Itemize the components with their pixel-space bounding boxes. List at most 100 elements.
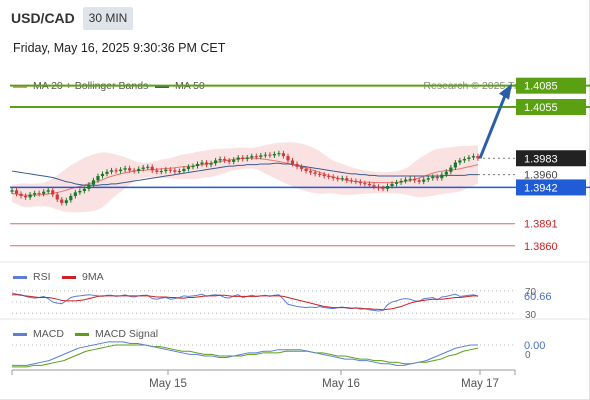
candle-body bbox=[64, 200, 68, 204]
candle-body bbox=[331, 176, 335, 179]
candle-body bbox=[390, 183, 394, 186]
level-badge-1-4055 bbox=[516, 99, 586, 116]
candle-body bbox=[123, 168, 127, 170]
candle-body bbox=[299, 166, 304, 169]
candle-body bbox=[336, 178, 340, 180]
level-badge-1-3983 bbox=[516, 150, 586, 167]
candle-body bbox=[55, 194, 59, 200]
candle-body bbox=[349, 180, 353, 182]
chart-datetime: Friday, May 16, 2025 9:30:36 PM CET bbox=[13, 41, 226, 55]
candle-body bbox=[358, 181, 362, 184]
candle-body bbox=[394, 182, 399, 184]
candle-body bbox=[118, 169, 123, 172]
legend-rsi: RSI bbox=[13, 271, 51, 283]
level-label-1-3960: 1.3960 bbox=[524, 170, 558, 182]
candle-body bbox=[322, 174, 326, 177]
candle-body bbox=[318, 173, 322, 175]
candle-body bbox=[51, 190, 55, 195]
candle-body bbox=[227, 160, 231, 162]
candle-body bbox=[155, 170, 159, 172]
candle-body bbox=[422, 179, 426, 182]
candle-body bbox=[259, 155, 263, 157]
candle-body bbox=[128, 168, 132, 171]
candle-body bbox=[105, 171, 109, 174]
candle-body bbox=[435, 176, 439, 179]
candle-body bbox=[408, 178, 412, 180]
macd-signal-swatch bbox=[75, 332, 89, 336]
candle-body bbox=[42, 191, 46, 194]
candle-body bbox=[150, 166, 154, 171]
candle-body bbox=[177, 171, 181, 173]
candle-body bbox=[14, 190, 19, 194]
candle-body bbox=[69, 195, 73, 201]
candle-body bbox=[363, 183, 367, 185]
candle-body bbox=[60, 199, 64, 204]
candle-body bbox=[159, 171, 163, 173]
candle-body bbox=[186, 166, 191, 169]
candle-body bbox=[467, 157, 471, 159]
candle-body bbox=[250, 156, 254, 158]
rsi-label-30: 30 bbox=[525, 310, 537, 321]
candle-body bbox=[91, 180, 96, 185]
legend-rsi-ma-label: 9MA bbox=[82, 271, 104, 283]
candle-body bbox=[449, 167, 453, 172]
level-label-1-4055: 1.4055 bbox=[524, 102, 558, 114]
symbol-title: USD/CAD bbox=[11, 10, 75, 26]
macd-zero-label: 0 bbox=[525, 350, 531, 361]
macd-swatch bbox=[13, 332, 27, 336]
forecast-arrow-line bbox=[478, 95, 507, 159]
candle-body bbox=[254, 156, 258, 158]
candle-body bbox=[354, 181, 358, 183]
macd-value-label: 0.00 bbox=[524, 340, 545, 352]
macd-signal-line bbox=[12, 344, 479, 368]
candle-body bbox=[426, 178, 430, 180]
candle-body bbox=[164, 169, 168, 172]
candle-body bbox=[218, 158, 222, 161]
candle-body bbox=[182, 168, 186, 172]
candle-body bbox=[73, 192, 77, 196]
candle-body bbox=[417, 180, 421, 182]
legend-macd-signal: MACD Signal bbox=[75, 328, 158, 340]
legend-rsi-ma: 9MA bbox=[62, 271, 104, 283]
candle-body bbox=[82, 188, 86, 191]
candle-body bbox=[204, 162, 209, 165]
candle-body bbox=[232, 159, 236, 162]
candle-body bbox=[462, 158, 467, 161]
candle-body bbox=[10, 190, 14, 192]
candle-body bbox=[223, 158, 227, 161]
candle-body bbox=[304, 168, 308, 172]
candle-body bbox=[277, 153, 281, 155]
level-badge-1-4085 bbox=[516, 77, 586, 94]
bollinger-band bbox=[12, 142, 478, 213]
candle-body bbox=[191, 166, 195, 168]
rsi-ma-swatch bbox=[62, 275, 76, 279]
candle-body bbox=[385, 186, 390, 189]
macd-line bbox=[12, 341, 478, 366]
legend-macd: MACD bbox=[13, 328, 64, 340]
candle-body bbox=[295, 163, 299, 167]
candle-body bbox=[96, 176, 100, 181]
candle-body bbox=[19, 193, 23, 196]
candle-body bbox=[281, 153, 286, 157]
candle-body bbox=[309, 171, 313, 173]
rsi-swatch bbox=[13, 275, 27, 279]
candle-body bbox=[327, 176, 331, 178]
candle-body bbox=[213, 160, 218, 164]
x-tick-label: May 17 bbox=[461, 378, 499, 390]
candle-body bbox=[286, 156, 290, 161]
candle-body bbox=[46, 190, 50, 192]
legend-rsi-label: RSI bbox=[33, 271, 51, 283]
candle-body bbox=[440, 174, 444, 179]
candle-body bbox=[313, 172, 317, 174]
candle-body bbox=[413, 178, 417, 181]
candle-body bbox=[458, 160, 462, 163]
candle-body bbox=[476, 156, 480, 159]
rsi-ma-line bbox=[12, 294, 478, 311]
candles bbox=[10, 150, 480, 206]
candle-body bbox=[168, 169, 172, 171]
level-label-1-3891: 1.3891 bbox=[524, 219, 558, 231]
candle-body bbox=[114, 170, 118, 172]
candle-body bbox=[236, 157, 240, 160]
interval-button[interactable]: 30 MIN bbox=[83, 7, 133, 30]
